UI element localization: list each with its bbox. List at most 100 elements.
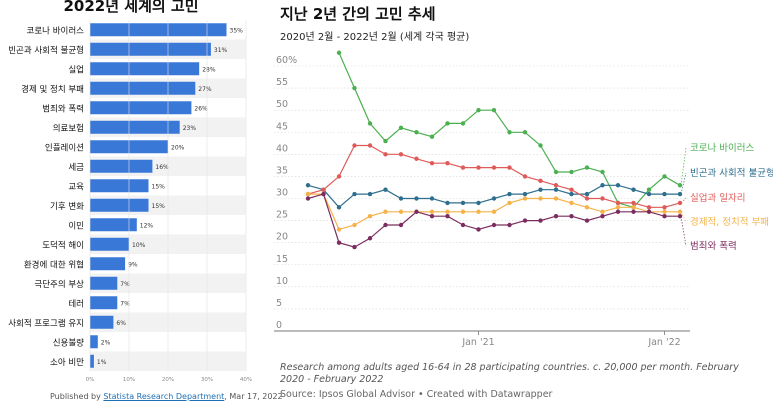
bar-value-label: 10%	[132, 242, 146, 249]
series-point	[646, 191, 652, 197]
bar-category-label: 환경에 대한 위협	[24, 259, 84, 270]
series-point	[367, 236, 373, 241]
bar-value-label: 20%	[171, 144, 185, 151]
y-tick-label: 50	[276, 99, 288, 110]
series-point	[662, 174, 667, 179]
series-point	[522, 218, 528, 223]
series-label-leader	[680, 216, 687, 247]
y-tick-label: 45	[276, 121, 288, 132]
series-point	[615, 209, 621, 214]
left-chart-title: 2022년 세계의 고민	[63, 0, 199, 15]
bar	[90, 159, 153, 173]
series-point	[507, 130, 512, 135]
series-point	[305, 196, 311, 201]
series-point	[476, 227, 481, 232]
series-point	[569, 187, 574, 192]
series-point	[398, 209, 404, 214]
bar-category-label: 빈곤과 사회적 불균형	[8, 45, 84, 56]
series-point	[522, 174, 528, 179]
series-point	[553, 213, 559, 219]
y-tick-label: 30	[276, 188, 288, 199]
bar-category-label: 의료보험	[53, 123, 84, 134]
series-point	[569, 169, 574, 175]
bar	[90, 179, 149, 193]
y-tick-label: 40	[276, 143, 288, 154]
series-point	[476, 107, 481, 113]
y-tick-label: 10	[276, 276, 288, 287]
series-point	[460, 121, 466, 126]
series-point	[383, 152, 388, 157]
bar-category-label: 도덕적 해이	[42, 240, 84, 251]
bar-category-label: 인플레이션	[45, 142, 84, 153]
y-tick-label: 5	[276, 298, 282, 309]
series-point	[352, 143, 357, 148]
series-point	[600, 196, 605, 201]
series-point	[321, 187, 326, 192]
series-point	[460, 209, 466, 214]
bar	[90, 335, 98, 349]
series-point	[569, 200, 574, 206]
series-point	[677, 213, 683, 219]
series-point	[305, 191, 311, 197]
bar	[90, 218, 137, 232]
series-point	[383, 187, 388, 192]
series-point	[429, 134, 435, 139]
series-point	[646, 205, 652, 210]
series-point	[600, 213, 605, 219]
bar-value-label: 27%	[198, 86, 212, 93]
right-chart-title: 지난 2년 간의 고민 추세	[280, 5, 436, 23]
bar-category-label: 극단주의 부상	[34, 279, 84, 290]
series-point	[321, 191, 326, 197]
series-point	[615, 183, 621, 188]
series-point	[445, 209, 450, 214]
series-point	[677, 183, 683, 188]
series-point	[522, 196, 528, 201]
y-tick-label: 60%	[276, 55, 297, 66]
series-point	[491, 165, 497, 170]
series-point	[383, 209, 388, 214]
series-point	[367, 121, 373, 126]
series-point	[538, 178, 543, 184]
bar-value-label: 31%	[214, 47, 228, 54]
series-point	[646, 187, 652, 192]
series-point	[367, 143, 373, 148]
series-point	[569, 213, 574, 219]
series-point	[367, 213, 373, 219]
right-chart-subtitle: 2020년 2월 - 2022년 2월 (세계 각국 평균)	[280, 32, 470, 43]
series-point	[646, 209, 652, 214]
bar-category-label: 이민	[68, 220, 84, 231]
bar	[90, 315, 114, 329]
series-point	[662, 205, 667, 210]
series-point	[352, 244, 357, 250]
series-point	[584, 165, 590, 170]
series-point	[445, 121, 450, 126]
series-point	[600, 209, 605, 214]
series-point	[553, 169, 559, 175]
bar-value-label: 15%	[152, 183, 166, 190]
series-point	[429, 196, 435, 201]
series-point	[336, 174, 342, 179]
series-label-leader	[680, 147, 687, 186]
series-point	[445, 213, 450, 219]
series-point	[460, 200, 466, 206]
series-point	[631, 187, 636, 192]
publisher-prefix: Published by	[50, 392, 104, 401]
series-point	[662, 209, 667, 214]
bar-category-label: 기후 변화	[50, 201, 84, 212]
series-point	[445, 160, 450, 166]
x-tick-label: 30%	[201, 377, 213, 383]
series-point	[507, 165, 512, 170]
bar-value-label: 6%	[116, 320, 126, 327]
series-point	[538, 218, 543, 223]
series-point	[615, 200, 621, 206]
series-point	[491, 196, 497, 201]
series-point	[414, 196, 419, 201]
publisher-link[interactable]: Statista Research Department	[103, 392, 225, 401]
bar-value-label: 12%	[140, 222, 154, 229]
series-point	[414, 209, 419, 214]
bar	[90, 276, 118, 290]
series-point	[398, 196, 404, 201]
series-point	[352, 85, 357, 91]
series-point	[398, 125, 404, 131]
y-tick-label: 0	[276, 320, 282, 331]
